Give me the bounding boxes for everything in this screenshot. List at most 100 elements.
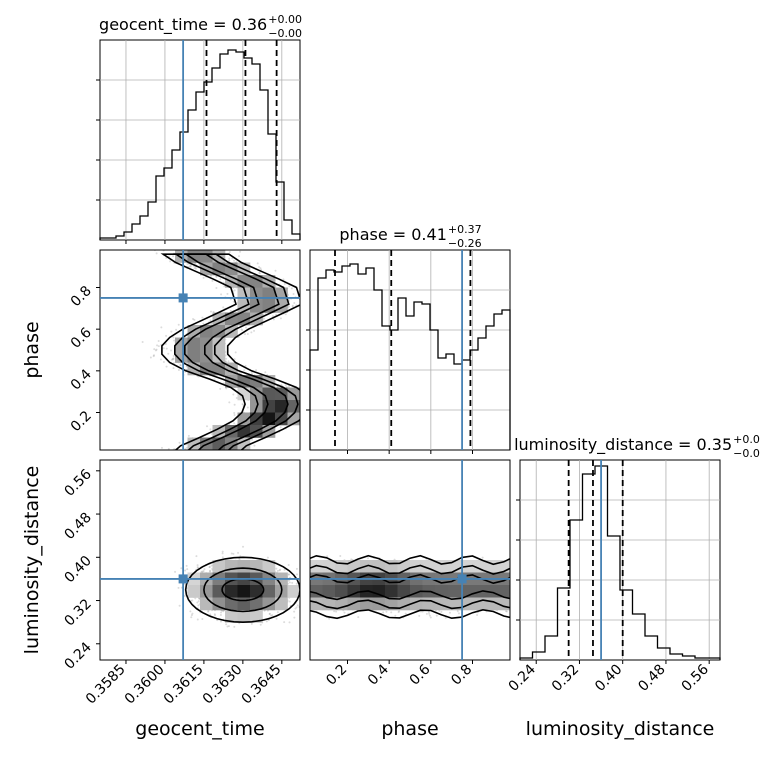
sample-point (287, 579, 290, 582)
sample-point (276, 611, 279, 614)
sample-point (237, 551, 240, 554)
sample-point (276, 385, 279, 388)
density-cell (187, 350, 201, 363)
sample-point (293, 616, 296, 619)
sample-point (295, 582, 298, 585)
sample-point (339, 554, 342, 557)
sample-point (285, 385, 288, 388)
sample-point (162, 347, 165, 350)
sample-point (160, 326, 163, 329)
panel-title-sup: +0.05 (733, 433, 760, 446)
panel-title-sub: −0.00 (268, 27, 302, 40)
density-cell (262, 560, 276, 573)
sample-point (235, 396, 238, 399)
sample-point (193, 318, 196, 321)
sample-point (275, 313, 278, 316)
sample-point (149, 356, 152, 359)
histogram-phase (309, 263, 511, 450)
sample-point (233, 411, 236, 414)
sample-point (287, 573, 290, 576)
sample-point (256, 262, 259, 265)
sample-point (219, 387, 222, 390)
sample-point (288, 581, 291, 584)
sample-point (228, 257, 231, 260)
sample-point (210, 322, 213, 325)
sample-point (328, 617, 331, 620)
sample-point (244, 326, 247, 329)
sample-point (440, 610, 443, 613)
sample-point (301, 408, 303, 410)
panel-content (310, 554, 510, 620)
sample-point (228, 401, 231, 404)
sample-point (250, 622, 253, 625)
sample-point (263, 317, 266, 320)
sample-point (160, 446, 163, 449)
sample-point (246, 406, 249, 409)
sample-point (215, 275, 218, 278)
sample-point (194, 267, 197, 270)
sample-point (225, 623, 228, 626)
sample-point (233, 289, 236, 292)
sample-point (238, 371, 241, 374)
sample-point (448, 611, 451, 614)
sample-point (292, 293, 295, 296)
sample-point (185, 564, 188, 567)
sample-point (226, 625, 229, 628)
sample-point (157, 345, 160, 348)
sample-point (404, 612, 407, 615)
density-cell (237, 610, 251, 623)
sample-point (223, 285, 226, 288)
panel-frame (309, 249, 511, 451)
sample-point (268, 613, 271, 616)
density-panel-phase-vs-geocent_time (99, 249, 307, 451)
panel-frame (99, 39, 301, 241)
sample-point (270, 614, 273, 617)
sample-point (394, 614, 397, 617)
sample-point (222, 610, 225, 613)
sample-point (233, 259, 236, 262)
sample-point (179, 363, 182, 366)
sample-point (294, 607, 297, 610)
sample-point (192, 318, 195, 321)
sample-point (156, 344, 159, 347)
sample-point (233, 358, 236, 361)
sample-point (271, 315, 274, 318)
sample-point (287, 573, 290, 576)
sample-point (193, 267, 196, 270)
sample-point (222, 306, 225, 309)
sample-point (397, 611, 400, 614)
density-cell (225, 597, 238, 611)
sample-point (302, 600, 304, 602)
sample-point (229, 309, 232, 312)
sample-point (194, 597, 197, 600)
density-panel-luminosity_distance-vs-phase (309, 459, 511, 661)
sample-point (197, 604, 200, 607)
sample-point (366, 557, 369, 560)
sample-point (457, 612, 460, 615)
density-cell (237, 412, 251, 426)
sample-point (209, 323, 212, 326)
sample-point (219, 278, 222, 281)
panel-title-luminosity_distance: luminosity_distance = 0.35 (514, 435, 732, 455)
sample-point (241, 403, 244, 406)
density-cell (250, 387, 263, 401)
sample-point (259, 267, 262, 270)
sample-point (202, 276, 205, 279)
contour-line (184, 556, 300, 624)
sample-point (232, 300, 235, 303)
sample-point (305, 404, 307, 406)
sample-point (196, 564, 199, 567)
sample-point (227, 625, 230, 628)
sample-point (220, 611, 223, 614)
sample-point (264, 371, 267, 374)
sample-point (220, 293, 223, 296)
sample-point (225, 387, 228, 390)
sample-point (195, 555, 198, 558)
sample-point (200, 570, 203, 573)
sample-point (175, 328, 178, 331)
sample-point (302, 590, 304, 592)
sample-point (190, 599, 193, 602)
sample-point (165, 365, 168, 368)
density-cell (250, 585, 263, 598)
sample-point (357, 616, 360, 619)
